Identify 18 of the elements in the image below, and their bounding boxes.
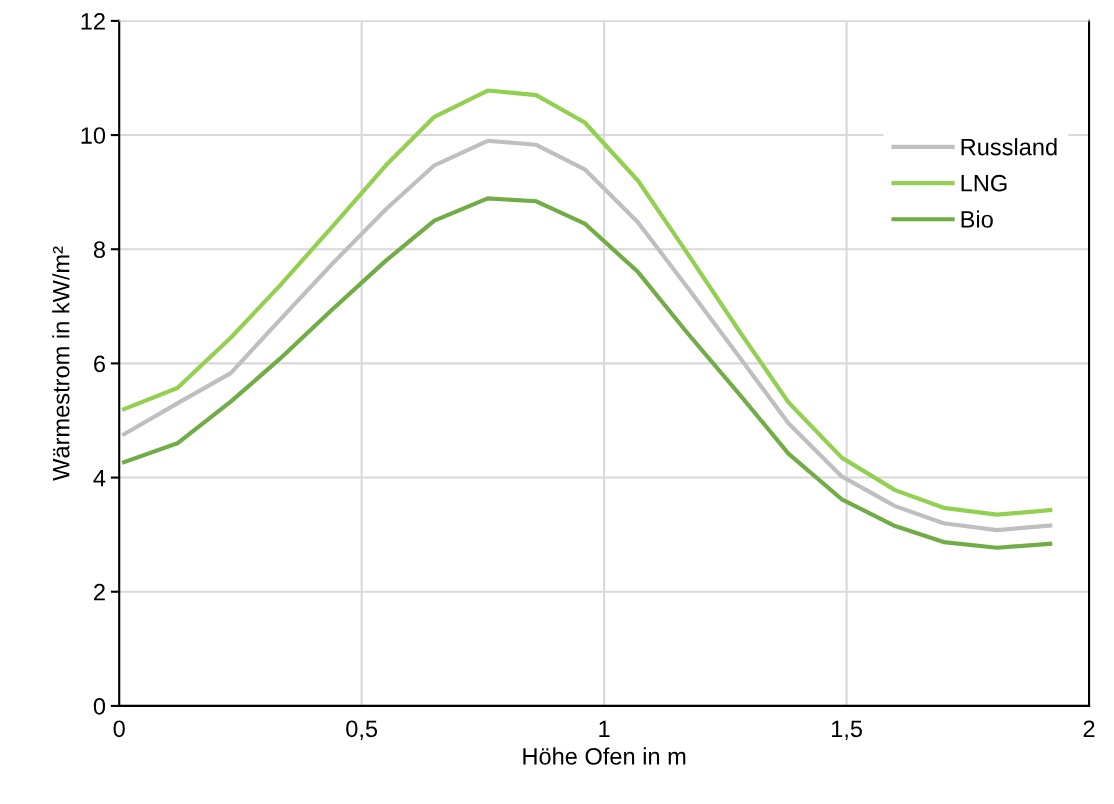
y-tick-label: 2 xyxy=(94,583,105,601)
y-tick-label: 0 xyxy=(93,697,106,715)
y-tick-label: 10 xyxy=(81,127,106,144)
x-tick-label: 1 xyxy=(599,720,610,737)
legend-label: Bio xyxy=(961,210,993,228)
x-axis-title: Höhe Ofen in m xyxy=(523,747,686,765)
x-tick-label: 0 xyxy=(113,720,125,738)
x-tick-label: 1,5 xyxy=(831,720,863,740)
y-tick-label: 12 xyxy=(81,12,105,30)
legend-label: LNG xyxy=(961,174,1007,192)
y-tick-label: 8 xyxy=(93,241,105,259)
y-tick-label: 6 xyxy=(94,355,105,373)
y-axis-title: Wärmestrom in kW/m² xyxy=(52,246,70,481)
x-tick-label: 0,5 xyxy=(346,720,378,740)
x-tick-label: 2 xyxy=(1083,720,1095,737)
y-tick-label: 4 xyxy=(93,469,106,487)
legend-label: Russland xyxy=(961,138,1057,156)
line-series xyxy=(121,196,1053,550)
